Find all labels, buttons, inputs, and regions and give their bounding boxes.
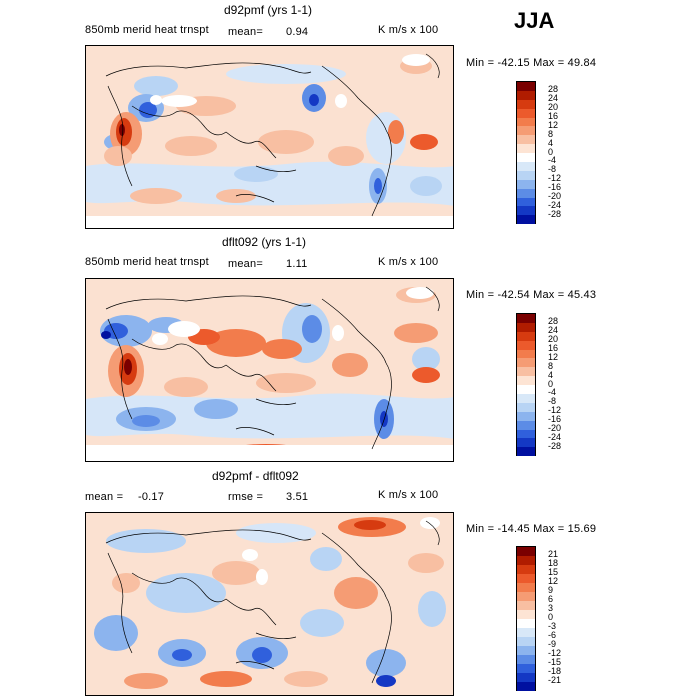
panel-3-level: -15 xyxy=(548,657,562,667)
panel-3-minmax: Min = -14.45 Max = 15.69 xyxy=(466,523,597,535)
panel-1-level: -24 xyxy=(548,200,562,210)
panel-3-mean-value: -0.17 xyxy=(138,491,165,503)
panel-2-level: 0 xyxy=(548,379,554,389)
panel-2-level: -24 xyxy=(548,432,562,442)
panel-3-level: 21 xyxy=(548,549,559,559)
panel-2-mean-label: mean= xyxy=(228,258,263,270)
panel-2-level: -28 xyxy=(548,441,562,451)
panel-2-mean-value: 1.11 xyxy=(286,258,308,270)
panel-1-level: 24 xyxy=(548,93,559,103)
panel-1-level: -4 xyxy=(548,155,557,165)
panel-2-level: 16 xyxy=(548,343,559,353)
panel-3-level: -9 xyxy=(548,639,557,649)
panel-1-minmax: Min = -42.15 Max = 49.84 xyxy=(466,57,597,69)
panel-1-level: -16 xyxy=(548,182,562,192)
panel-1-level: 28 xyxy=(548,84,559,94)
panel-1-level: -8 xyxy=(548,164,557,174)
panel-1-mean-value: 0.94 xyxy=(286,26,309,38)
panel-3-level: -18 xyxy=(548,666,562,676)
panel-2-level: 12 xyxy=(548,352,559,362)
panel-2-map xyxy=(85,278,454,462)
panel-2-level: -20 xyxy=(548,423,562,433)
panel-2-level: -16 xyxy=(548,414,562,424)
panel-3-level: 15 xyxy=(548,567,559,577)
panel-3-level: 0 xyxy=(548,612,554,622)
panel-3-map xyxy=(85,512,454,696)
panel-2-level: 24 xyxy=(548,325,559,335)
panel-2-minmax: Min = -42.54 Max = 45.43 xyxy=(466,289,597,301)
panel-3-level: -12 xyxy=(548,648,562,658)
panel-2-variable: 850mb merid heat trnspt xyxy=(85,256,209,268)
panel-3-level: 12 xyxy=(548,576,559,586)
panel-2-colorbar xyxy=(516,313,536,457)
panel-1-level: 4 xyxy=(548,138,554,148)
panel-1-level: 12 xyxy=(548,120,559,130)
panel-1-map xyxy=(85,45,454,229)
panel-3-level: -3 xyxy=(548,621,557,631)
panel-3-level: -6 xyxy=(548,630,557,640)
panel-3-colorbar xyxy=(516,546,536,691)
panel-1-level: 20 xyxy=(548,102,559,112)
panel-2-level: -4 xyxy=(548,387,557,397)
panel-1-variable: 850mb merid heat trnspt xyxy=(85,24,209,36)
panel-3-level: 6 xyxy=(548,594,554,604)
panel-2-level: 20 xyxy=(548,334,559,344)
panel-3-mean-label: mean = xyxy=(85,491,124,503)
season-label: JJA xyxy=(514,8,555,33)
panel-1-level: -12 xyxy=(548,173,562,183)
panel-3-level: 9 xyxy=(548,585,554,595)
panel-1-units: K m/s x 100 xyxy=(378,24,439,36)
panel-1-level: 16 xyxy=(548,111,559,121)
panel-3-units: K m/s x 100 xyxy=(378,489,439,501)
panel-1-level: 0 xyxy=(548,147,554,157)
panel-3-title: d92pmf - dflt092 xyxy=(212,469,299,483)
panel-3-rmse-label: rmse = xyxy=(228,491,264,503)
panel-1-title: d92pmf (yrs 1-1) xyxy=(224,3,313,17)
panel-1-level: -28 xyxy=(548,209,562,219)
panel-2-level: 8 xyxy=(548,361,554,371)
panel-1-level: 8 xyxy=(548,129,554,139)
panel-3-level: 3 xyxy=(548,603,554,613)
panel-2-level: -12 xyxy=(548,405,562,415)
panel-1-level: -20 xyxy=(548,191,562,201)
panel-3-level: 18 xyxy=(548,558,559,568)
panel-2-units: K m/s x 100 xyxy=(378,256,439,268)
panel-2-level: 28 xyxy=(548,316,559,326)
panel-2-title: dflt092 (yrs 1-1) xyxy=(222,235,307,249)
panel-2-level: 4 xyxy=(548,370,554,380)
panel-1-colorbar xyxy=(516,81,536,225)
panel-1-mean-label: mean= xyxy=(228,26,263,38)
panel-2-level: -8 xyxy=(548,396,557,406)
panel-3-rmse-value: 3.51 xyxy=(286,491,309,503)
panel-3-level: -21 xyxy=(548,675,562,685)
